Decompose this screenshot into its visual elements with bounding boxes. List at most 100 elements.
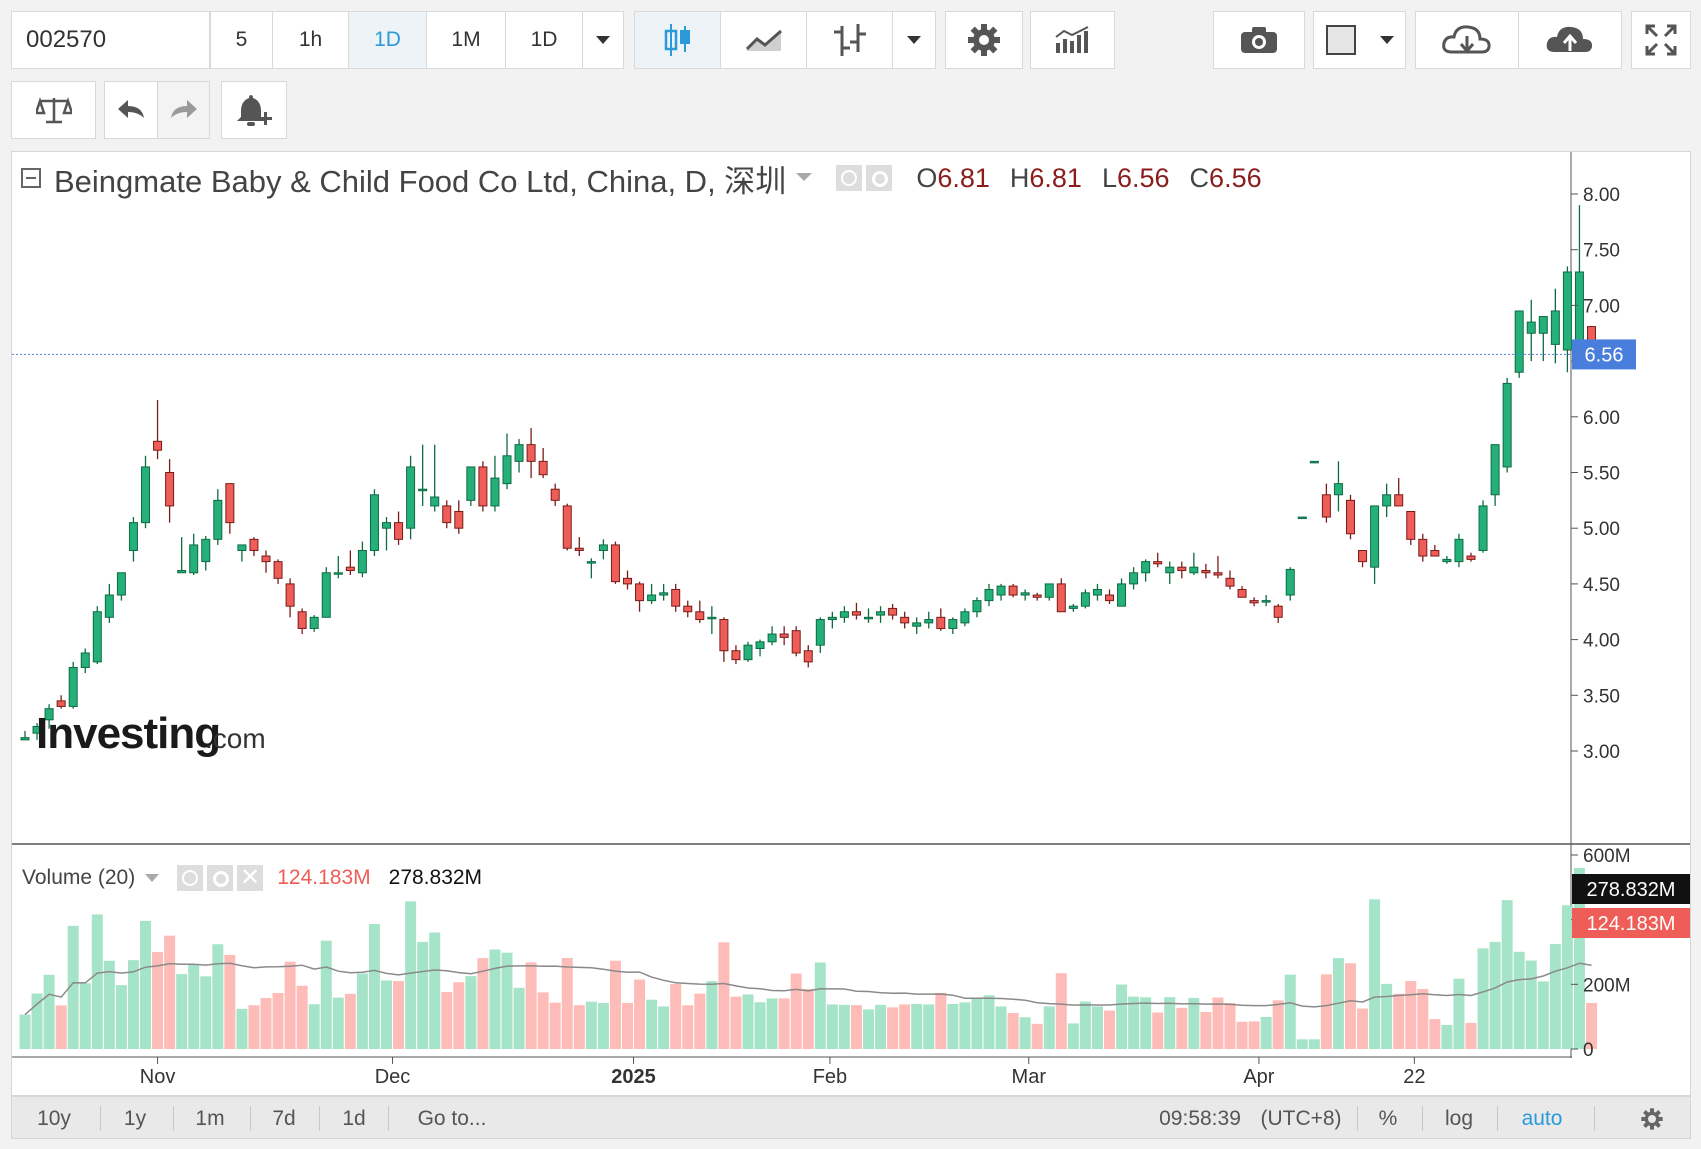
settings-button[interactable] [945, 11, 1023, 69]
candle [1261, 595, 1271, 607]
fullscreen-button[interactable] [1631, 11, 1691, 69]
candles-style-button[interactable] [634, 11, 721, 69]
visibility-eye-icon[interactable] [836, 165, 863, 191]
candle [1117, 578, 1127, 607]
candle [526, 427, 536, 479]
candle-body [56, 700, 66, 707]
price-tick-label: 5.00 [1583, 519, 1620, 540]
candle-body [454, 510, 464, 529]
volume-bar [1477, 948, 1489, 1049]
candle [1490, 444, 1500, 506]
volume-bar [1441, 1024, 1453, 1049]
chevron-down-icon[interactable] [796, 173, 813, 183]
redo-button[interactable] [157, 81, 210, 139]
interval-5[interactable]: 5 [210, 11, 273, 69]
ohlc-bars-icon [833, 24, 866, 56]
candle [201, 535, 211, 571]
visibility-eye-icon[interactable] [177, 865, 204, 891]
chevron-down-icon[interactable] [145, 874, 160, 882]
candle [1105, 589, 1114, 604]
volume-bar [1116, 984, 1128, 1049]
gear-icon [968, 24, 1000, 56]
candle [1249, 597, 1259, 607]
volume-bar [453, 982, 465, 1049]
volume-ma-line [24, 962, 1592, 1016]
time-axis: Nov Dec 2025 Feb Mar Apr 22 [140, 1057, 1425, 1088]
series-settings-icon[interactable] [866, 165, 893, 191]
volume-bar [320, 940, 332, 1049]
volume-bar [332, 997, 344, 1049]
volume-bar [164, 935, 176, 1049]
volume-bar [694, 993, 706, 1049]
percent-scale-button[interactable]: % [1378, 1106, 1398, 1130]
timezone-button[interactable]: (UTC+8) [1260, 1106, 1342, 1130]
symbol-input[interactable]: 002570 [11, 11, 210, 69]
indicators-button[interactable] [1030, 11, 1115, 69]
candle [92, 606, 102, 665]
line-style-button[interactable] [720, 11, 807, 69]
candle [1068, 603, 1078, 612]
candle [876, 606, 886, 623]
volume-bar [1405, 981, 1417, 1049]
candle-body [261, 555, 271, 563]
add-alert-button[interactable] [221, 81, 287, 139]
load-chart-button[interactable] [1415, 11, 1519, 69]
candle [1225, 570, 1235, 590]
screenshot-button[interactable] [1213, 11, 1305, 69]
interval-1m[interactable]: 1M [426, 11, 506, 69]
candle [635, 581, 645, 612]
candle-body [1333, 483, 1343, 496]
candle-body [1189, 566, 1199, 574]
volume-bar [971, 998, 983, 1049]
bars-style-button[interactable] [806, 11, 893, 69]
chart-style-dropdown[interactable] [892, 11, 936, 69]
volume-tick-label: 0 [1583, 1040, 1594, 1061]
candle [333, 556, 343, 579]
range-7d[interactable]: 7d [272, 1106, 296, 1130]
volume-bar [260, 998, 272, 1049]
candle-body [1261, 600, 1271, 603]
chart-panel[interactable]: 8.007.507.006.506.005.505.004.504.003.50… [11, 151, 1691, 1096]
volume-bar [1357, 1008, 1369, 1049]
candle [1297, 516, 1307, 520]
goto-date-button[interactable]: Go to... [417, 1106, 487, 1130]
chart-settings-button[interactable] [1632, 1097, 1672, 1140]
save-chart-button[interactable] [1518, 11, 1622, 69]
chart-canvas[interactable]: 8.007.507.006.506.005.505.004.504.003.50… [12, 152, 1690, 1095]
candle [345, 550, 355, 575]
auto-scale-button[interactable]: auto [1521, 1106, 1563, 1130]
candle [321, 567, 331, 618]
volume-bar [368, 924, 380, 1049]
collapse-legend-button[interactable] [21, 168, 41, 188]
candle-body [1273, 605, 1283, 618]
candle [731, 645, 741, 665]
range-1m[interactable]: 1m [195, 1106, 225, 1130]
interval-1d-alt[interactable]: 1D [505, 11, 583, 69]
cloud-upload-icon [1546, 26, 1593, 52]
symbol-text: 002570 [26, 26, 107, 53]
remove-indicator-icon[interactable]: ✕ [237, 865, 264, 891]
interval-1h[interactable]: 1h [272, 11, 349, 69]
interval-dropdown[interactable] [582, 11, 624, 69]
range-1y[interactable]: 1y [123, 1106, 147, 1130]
clock: 09:58:39 [1159, 1106, 1241, 1130]
compare-button[interactable] [11, 81, 96, 139]
candle-body [20, 737, 30, 741]
candle-body [382, 522, 391, 529]
fullscreen-icon [1645, 24, 1677, 56]
price-tick-label: 3.00 [1583, 742, 1620, 763]
candle-body [333, 572, 343, 575]
candle-body [936, 616, 946, 629]
range-10y[interactable]: 10y [37, 1106, 71, 1130]
interval-1d[interactable]: 1D [348, 11, 427, 69]
volume-bar [441, 991, 453, 1049]
candle [1008, 583, 1018, 598]
log-scale-button[interactable]: log [1444, 1106, 1474, 1130]
color-picker-button[interactable] [1313, 11, 1406, 69]
range-1d[interactable]: 1d [342, 1106, 366, 1130]
undo-button[interactable] [104, 81, 158, 139]
volume-bar [91, 914, 103, 1049]
indicator-settings-icon[interactable] [207, 865, 234, 891]
candle-body [1213, 572, 1223, 576]
candle [671, 583, 681, 612]
